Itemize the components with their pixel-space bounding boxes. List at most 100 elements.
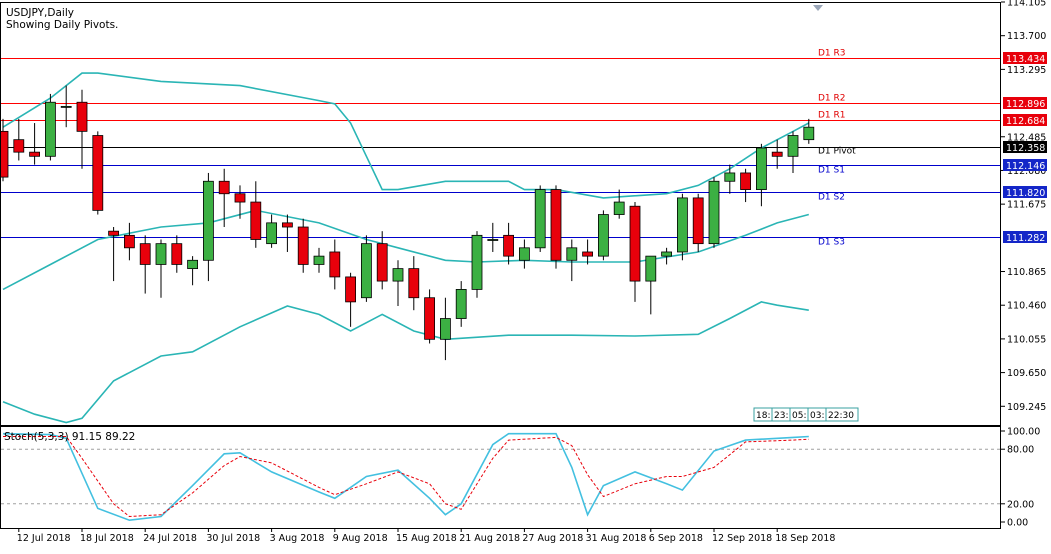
candle-body bbox=[487, 239, 499, 241]
candle[interactable] bbox=[424, 289, 436, 344]
candle[interactable] bbox=[313, 247, 325, 273]
candle-body bbox=[155, 243, 167, 265]
candle[interactable] bbox=[60, 85, 72, 128]
candle[interactable] bbox=[171, 235, 183, 273]
candle-body bbox=[724, 172, 736, 182]
candle[interactable] bbox=[724, 164, 736, 194]
date-tick-label: 31 Aug 2018 bbox=[586, 533, 647, 544]
candle[interactable] bbox=[519, 239, 530, 269]
candle[interactable] bbox=[45, 93, 56, 161]
candle[interactable] bbox=[155, 239, 167, 298]
price-tick-label: 112.080 bbox=[1007, 166, 1046, 177]
candle-body bbox=[360, 243, 372, 299]
candle[interactable] bbox=[645, 255, 657, 315]
candle-body bbox=[661, 251, 672, 257]
candle[interactable] bbox=[0, 118, 9, 182]
candle[interactable] bbox=[392, 260, 404, 307]
price-tick-label: 109.245 bbox=[1007, 402, 1046, 413]
candle[interactable] bbox=[771, 139, 783, 169]
pivot-price-tag-label: 112.146 bbox=[1006, 161, 1045, 172]
candle[interactable] bbox=[297, 218, 309, 273]
candle[interactable] bbox=[613, 189, 625, 219]
candle[interactable] bbox=[266, 214, 278, 248]
price-tick-label: 110.865 bbox=[1007, 267, 1046, 278]
date-tick-label: 24 Jul 2018 bbox=[143, 533, 197, 544]
candle[interactable] bbox=[202, 172, 214, 282]
candle[interactable] bbox=[376, 231, 388, 290]
candle[interactable] bbox=[187, 256, 199, 286]
date-tick-label: 12 Jul 2018 bbox=[17, 533, 71, 544]
pivot-price-tag-label: 112.896 bbox=[1006, 99, 1045, 110]
candle-body bbox=[550, 189, 562, 261]
candle[interactable] bbox=[218, 168, 230, 228]
candle-body bbox=[13, 139, 25, 153]
candle[interactable] bbox=[740, 168, 751, 203]
chart-subtitle: Showing Daily Pivots. bbox=[6, 19, 118, 31]
candle[interactable] bbox=[566, 239, 578, 282]
date-tick-label: 21 Aug 2018 bbox=[459, 533, 520, 544]
stochastic-pane bbox=[1, 432, 1001, 522]
pivot-price-tag-label: 111.820 bbox=[1006, 188, 1045, 199]
candle[interactable] bbox=[124, 222, 135, 261]
pivot-price-tag bbox=[1003, 97, 1047, 109]
candle-body bbox=[171, 243, 183, 265]
countdown-box bbox=[825, 407, 859, 422]
candle[interactable] bbox=[550, 185, 562, 269]
candle[interactable] bbox=[439, 297, 451, 361]
candle-body bbox=[424, 297, 436, 340]
candle[interactable] bbox=[803, 118, 815, 144]
date-tick-label: 30 Jul 2018 bbox=[206, 533, 260, 544]
candle-body bbox=[60, 105, 72, 108]
candle[interactable] bbox=[756, 143, 767, 207]
candle[interactable] bbox=[345, 272, 357, 327]
date-tick-label: 9 Aug 2018 bbox=[333, 533, 388, 544]
candle[interactable] bbox=[76, 89, 88, 169]
candle[interactable] bbox=[661, 247, 672, 265]
candle-body bbox=[771, 151, 783, 157]
candle-body bbox=[218, 180, 230, 195]
shift-marker-icon[interactable] bbox=[813, 5, 823, 11]
bollinger-upper-line bbox=[2, 72, 810, 199]
candle[interactable] bbox=[329, 239, 341, 290]
candle-body bbox=[124, 234, 135, 249]
pivot-price-tag bbox=[1003, 159, 1047, 171]
candle-body bbox=[455, 289, 467, 319]
candle[interactable] bbox=[471, 231, 483, 298]
candle-body bbox=[29, 151, 41, 157]
pivot-price-tag-label: 112.358 bbox=[1006, 143, 1045, 154]
candle[interactable] bbox=[139, 235, 151, 294]
candle[interactable] bbox=[708, 177, 720, 248]
candle[interactable] bbox=[281, 214, 293, 252]
price-tick-label: 110.055 bbox=[1007, 334, 1046, 345]
candle-body bbox=[566, 247, 578, 261]
candle[interactable] bbox=[487, 222, 499, 252]
candle[interactable] bbox=[13, 118, 25, 161]
date-tick-label: 12 Sep 2018 bbox=[712, 533, 772, 544]
candle[interactable] bbox=[598, 210, 609, 261]
candle[interactable] bbox=[582, 239, 593, 265]
candle-body bbox=[345, 276, 357, 303]
price-tick-label: 113.295 bbox=[1007, 65, 1046, 76]
candle[interactable] bbox=[534, 185, 546, 252]
candle[interactable] bbox=[677, 193, 688, 261]
candle[interactable] bbox=[92, 131, 104, 215]
candle[interactable] bbox=[787, 131, 799, 173]
candle[interactable] bbox=[234, 185, 246, 219]
price-tick-label: 110.460 bbox=[1007, 301, 1046, 312]
candle[interactable] bbox=[455, 281, 467, 327]
candle[interactable] bbox=[250, 181, 262, 248]
candle[interactable] bbox=[29, 123, 41, 165]
candle[interactable] bbox=[503, 222, 515, 265]
candle-body bbox=[439, 318, 451, 340]
candle[interactable] bbox=[692, 193, 704, 252]
date-tick-label: 15 Aug 2018 bbox=[396, 533, 457, 544]
candle[interactable] bbox=[108, 227, 119, 282]
candle[interactable] bbox=[360, 235, 372, 302]
candle-body bbox=[202, 180, 214, 261]
candle[interactable] bbox=[629, 202, 641, 302]
candle[interactable] bbox=[408, 256, 420, 311]
candle-body bbox=[645, 255, 657, 282]
candle-body bbox=[281, 222, 293, 228]
candle-body bbox=[598, 214, 609, 257]
